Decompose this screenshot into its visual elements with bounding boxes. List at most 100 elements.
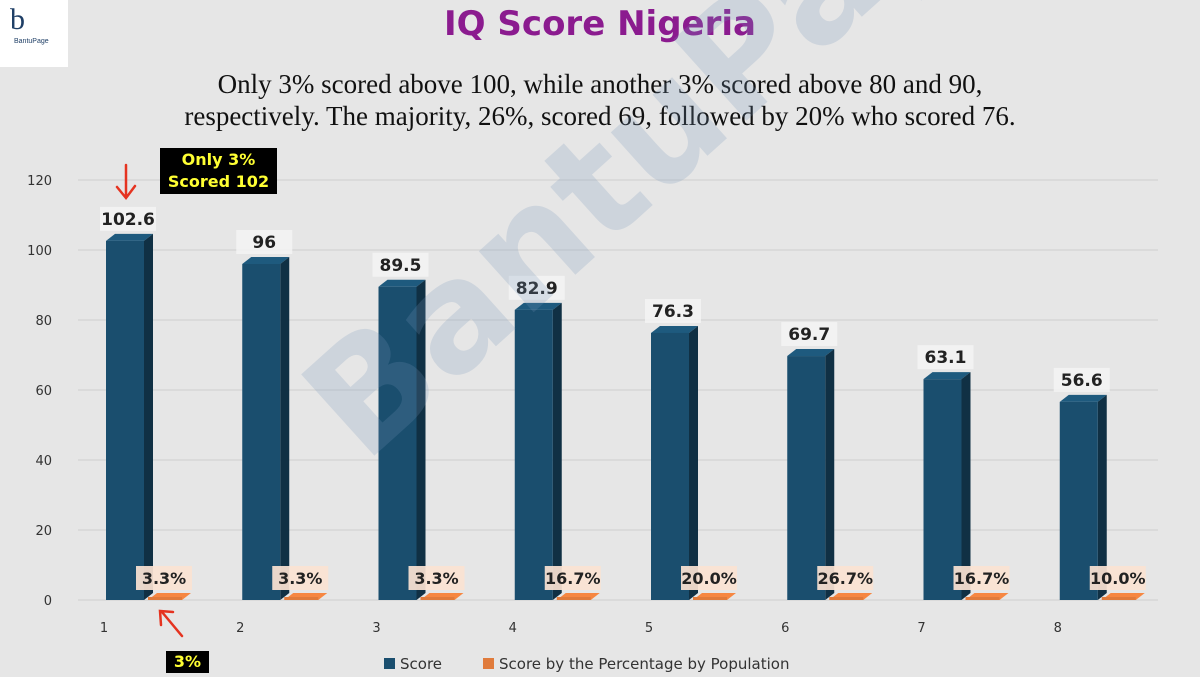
arrow-down-icon	[115, 163, 137, 201]
y-tick-label: 0	[44, 594, 52, 609]
score-data-label: 102.6	[101, 210, 155, 230]
percentage-data-label: 3.3%	[414, 569, 458, 588]
percentage-bar	[284, 597, 319, 600]
percentage-data-label: 16.7%	[954, 569, 1010, 588]
percentage-data-label: 3.3%	[142, 569, 186, 588]
score-bar-side	[552, 302, 562, 600]
score-bar	[651, 332, 689, 600]
score-bar-top	[651, 325, 698, 333]
percentage-bar	[693, 597, 727, 600]
score-bar-top	[514, 302, 562, 310]
score-bar-side	[144, 233, 153, 600]
labels-layer: 102.6 3.3% 1 96 3.3% 2 89.5 3.3% 3 82.9 16.7% 4 76.3…	[100, 206, 1146, 636]
legend-label: Score by the Percentage by Population	[499, 655, 789, 673]
logo: b BantuPage	[0, 0, 68, 67]
score-label-box	[372, 252, 429, 277]
x-tick-label: 4	[509, 621, 517, 636]
percentage-bar	[420, 597, 455, 600]
x-tick-label: 1	[100, 621, 108, 636]
percentage-bar	[829, 597, 864, 600]
x-tick-label: 2	[236, 621, 244, 636]
x-tick-label: 8	[1054, 621, 1062, 636]
y-tick-label: 100	[27, 244, 52, 259]
y-tick-label: 20	[35, 524, 52, 539]
bars-layer	[106, 233, 1145, 600]
score-bar	[242, 264, 281, 600]
x-tick-label: 7	[917, 621, 925, 636]
page-title: IQ Score Nigeria	[444, 4, 756, 44]
score-label-box	[781, 322, 838, 347]
score-bar-side	[416, 279, 426, 600]
y-tick-label: 120	[27, 174, 52, 189]
percentage-bar	[965, 597, 1000, 600]
top-callout: Only 3% Scored 102	[160, 148, 277, 194]
arrows-layer	[115, 163, 184, 638]
percentage-data-label: 26.7%	[817, 569, 873, 588]
score-label-box	[645, 298, 701, 323]
y-tick-label: 40	[35, 454, 52, 469]
percentage-bar	[148, 597, 182, 600]
score-bar-side	[689, 325, 698, 600]
percentage-label-box	[136, 566, 192, 590]
percentage-data-label: 16.7%	[545, 569, 601, 588]
score-data-label: 82.9	[516, 279, 558, 299]
chart-subtitle: Only 3% scored above 100, while another …	[100, 68, 1100, 132]
y-tick-label: 60	[35, 384, 52, 399]
percentage-label-box	[408, 566, 465, 590]
top-callout-line-1: Only 3%	[181, 150, 256, 169]
score-bar-top	[106, 233, 153, 241]
logo-wordmark: BantuPage	[14, 38, 49, 45]
score-bar-top	[1059, 394, 1107, 402]
legend-swatch	[384, 658, 395, 669]
score-label-box	[917, 345, 974, 370]
percentage-label-box	[544, 566, 601, 590]
legend-swatch	[483, 658, 494, 669]
subtitle-line-2: respectively. The majority, 26%, scored …	[184, 101, 1016, 131]
score-bar	[106, 240, 144, 600]
score-data-label: 76.3	[652, 302, 694, 322]
arrow-up-icon	[158, 609, 184, 638]
grid-layer: 0 20 40 60 80 100 120	[27, 174, 1158, 609]
x-tick-label: 3	[372, 621, 380, 636]
score-bar	[787, 356, 826, 600]
subtitle-line-1: Only 3% scored above 100, while another …	[217, 69, 983, 99]
score-bar-side	[1097, 394, 1107, 600]
bottom-callout: 3%	[166, 651, 209, 673]
x-tick-label: 6	[781, 621, 789, 636]
chart-legend: Score Score by the Percentage by Populati…	[384, 655, 789, 673]
score-data-label: 56.6	[1061, 371, 1103, 391]
percentage-data-label: 10.0%	[1090, 569, 1146, 588]
x-tick-label: 5	[645, 621, 653, 636]
percentage-label-box	[1089, 566, 1146, 590]
percentage-data-label: 3.3%	[278, 569, 322, 588]
percentage-label-box	[953, 566, 1010, 590]
percentage-label-box	[817, 566, 874, 590]
score-data-label: 63.1	[925, 348, 967, 368]
score-label-box	[1053, 367, 1110, 392]
score-bar-top	[787, 349, 835, 357]
score-label-box	[100, 206, 156, 231]
score-bar-side	[961, 372, 971, 600]
logo-mark: b	[10, 3, 25, 36]
percentage-label-box	[681, 566, 737, 590]
score-data-label: 96	[252, 233, 276, 253]
score-bar-top	[923, 372, 971, 380]
score-bar	[378, 286, 417, 600]
percentage-label-box	[272, 566, 329, 590]
score-bar	[923, 379, 962, 600]
legend-label: Score	[400, 655, 442, 673]
score-bar	[514, 309, 553, 600]
score-bar-top	[378, 279, 426, 287]
score-data-label: 89.5	[380, 256, 422, 276]
score-label-box	[508, 275, 565, 300]
percentage-bar	[556, 597, 591, 600]
score-label-box	[236, 230, 293, 254]
top-callout-line-2: Scored 102	[167, 172, 270, 191]
y-tick-label: 80	[35, 314, 52, 329]
percentage-bar	[1101, 597, 1136, 600]
score-data-label: 69.7	[788, 325, 830, 345]
score-bar-side	[825, 349, 835, 600]
percentage-data-label: 20.0%	[681, 569, 737, 588]
score-bar-side	[280, 257, 290, 600]
